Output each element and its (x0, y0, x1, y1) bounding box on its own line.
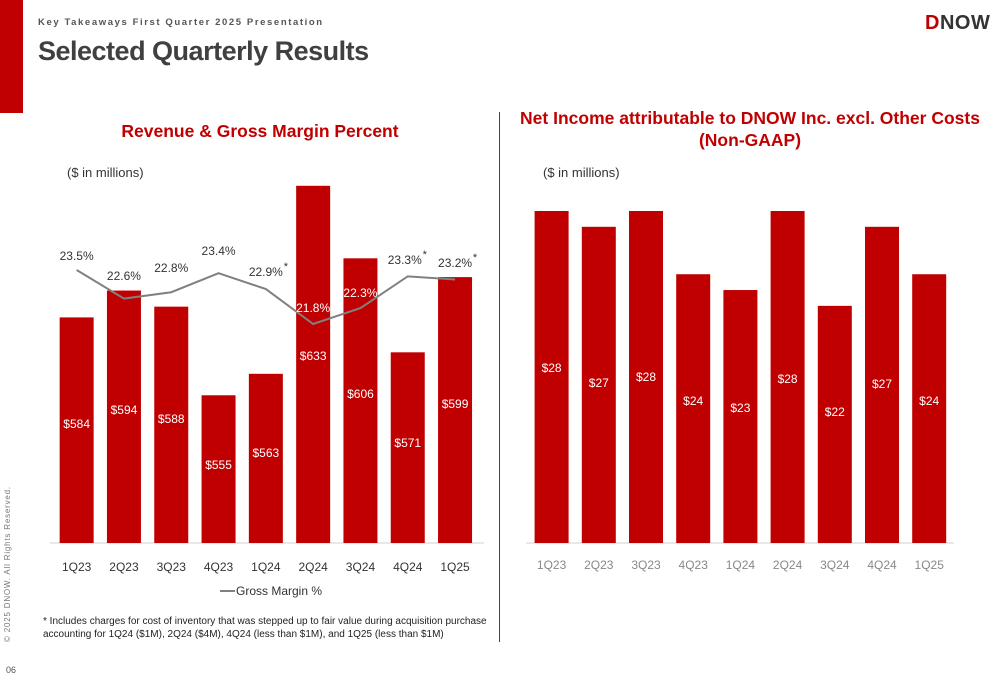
gross-margin-asterisk: * (473, 252, 478, 264)
gross-margin-label: 22.8% (154, 261, 188, 275)
revenue-bar (390, 352, 425, 543)
legend-label: Gross Margin % (236, 584, 322, 598)
page-title: Selected Quarterly Results (38, 36, 369, 66)
revenue-category-label: 2Q24 (298, 560, 328, 574)
net-income-value-label: $23 (730, 401, 750, 415)
net-income-category-label: 2Q24 (773, 558, 803, 572)
gross-margin-label: 21.8% (296, 301, 330, 315)
net-income-bar (723, 290, 758, 543)
revenue-category-label: 1Q23 (62, 560, 92, 574)
revenue-category-label: 1Q24 (251, 560, 281, 574)
revenue-value-label: $594 (111, 403, 138, 417)
revenue-value-label: $555 (205, 458, 232, 472)
net-income-category-label: 3Q24 (820, 558, 850, 572)
gross-margin-asterisk: * (284, 261, 289, 273)
net-income-bar (629, 211, 663, 543)
revenue-category-label: 4Q23 (204, 560, 234, 574)
net-income-category-label: 4Q23 (679, 558, 709, 572)
gross-margin-label: 23.3% (388, 253, 422, 267)
revenue-category-label: 2Q23 (109, 560, 139, 574)
revenue-bar (59, 317, 94, 543)
net-income-value-label: $22 (825, 405, 845, 419)
net-income-chart-title: Net Income attributable to DNOW Inc. exc… (520, 108, 980, 150)
gross-margin-line (76, 269, 456, 326)
gross-margin-label: 23.4% (202, 244, 236, 258)
gross-margin-label: 22.6% (107, 269, 141, 283)
net-income-value-label: $27 (589, 376, 609, 390)
revenue-value-label: $633 (300, 349, 327, 363)
net-income-bar (770, 211, 805, 543)
revenue-value-label: $563 (252, 446, 279, 460)
net-income-value-label: $24 (683, 394, 703, 408)
revenue-bar (438, 277, 473, 543)
page-number: 06 (6, 665, 17, 675)
net-income-value-label: $28 (778, 372, 798, 386)
net-income-bar (534, 211, 569, 543)
revenue-unit-note: ($ in millions) (67, 165, 144, 180)
net-income-bar (676, 274, 711, 543)
revenue-value-label: $588 (158, 412, 185, 426)
revenue-bar (343, 258, 378, 543)
net-income-category-label: 1Q25 (915, 558, 945, 572)
net-income-unit-note: ($ in millions) (543, 165, 620, 180)
net-income-value-label: $24 (919, 394, 939, 408)
revenue-value-label: $606 (347, 387, 374, 401)
revenue-category-label: 1Q25 (440, 560, 470, 574)
accent-bar (0, 0, 23, 113)
revenue-category-label: 4Q24 (393, 560, 423, 574)
gross-margin-label: 22.9% (249, 265, 283, 279)
net-income-bar (865, 226, 899, 544)
revenue-bar (296, 185, 331, 544)
net-income-category-label: 4Q24 (867, 558, 897, 572)
gross-margin-asterisk: * (423, 249, 428, 261)
revenue-bar (106, 290, 141, 543)
net-income-category-label: 3Q23 (631, 558, 661, 572)
revenue-category-label: 3Q23 (157, 560, 187, 574)
dnow-logo: DNOW (925, 12, 991, 34)
net-income-category-label: 1Q23 (537, 558, 567, 572)
revenue-chart-title: Revenue & Gross Margin Percent (121, 121, 399, 141)
net-income-value-label: $27 (872, 377, 892, 391)
revenue-value-label: $584 (63, 417, 90, 431)
gross-margin-asterisk: * (331, 297, 336, 309)
net-income-category-label: 2Q23 (584, 558, 614, 572)
net-income-bar (912, 274, 947, 543)
gross-margin-label: 23.5% (60, 249, 94, 263)
revenue-bar (248, 373, 283, 543)
revenue-value-label: $571 (394, 436, 421, 450)
net-income-category-label: 1Q24 (726, 558, 756, 572)
presentation-kicker: Key Takeaways First Quarter 2025 Present… (38, 17, 324, 28)
footnote: * Includes charges for cost of inventory… (43, 616, 487, 640)
chart-divider (499, 112, 500, 642)
gross-margin-label: 22.3% (343, 286, 377, 300)
gross-margin-label: 23.2% (438, 256, 472, 270)
revenue-bar (154, 306, 189, 543)
revenue-bar (201, 395, 236, 543)
net-income-value-label: $28 (636, 370, 656, 384)
net-income-bar (581, 226, 616, 544)
net-income-value-label: $28 (542, 361, 562, 375)
revenue-value-label: $599 (442, 397, 469, 411)
revenue-category-label: 3Q24 (346, 560, 376, 574)
net-income-bar (817, 305, 852, 543)
